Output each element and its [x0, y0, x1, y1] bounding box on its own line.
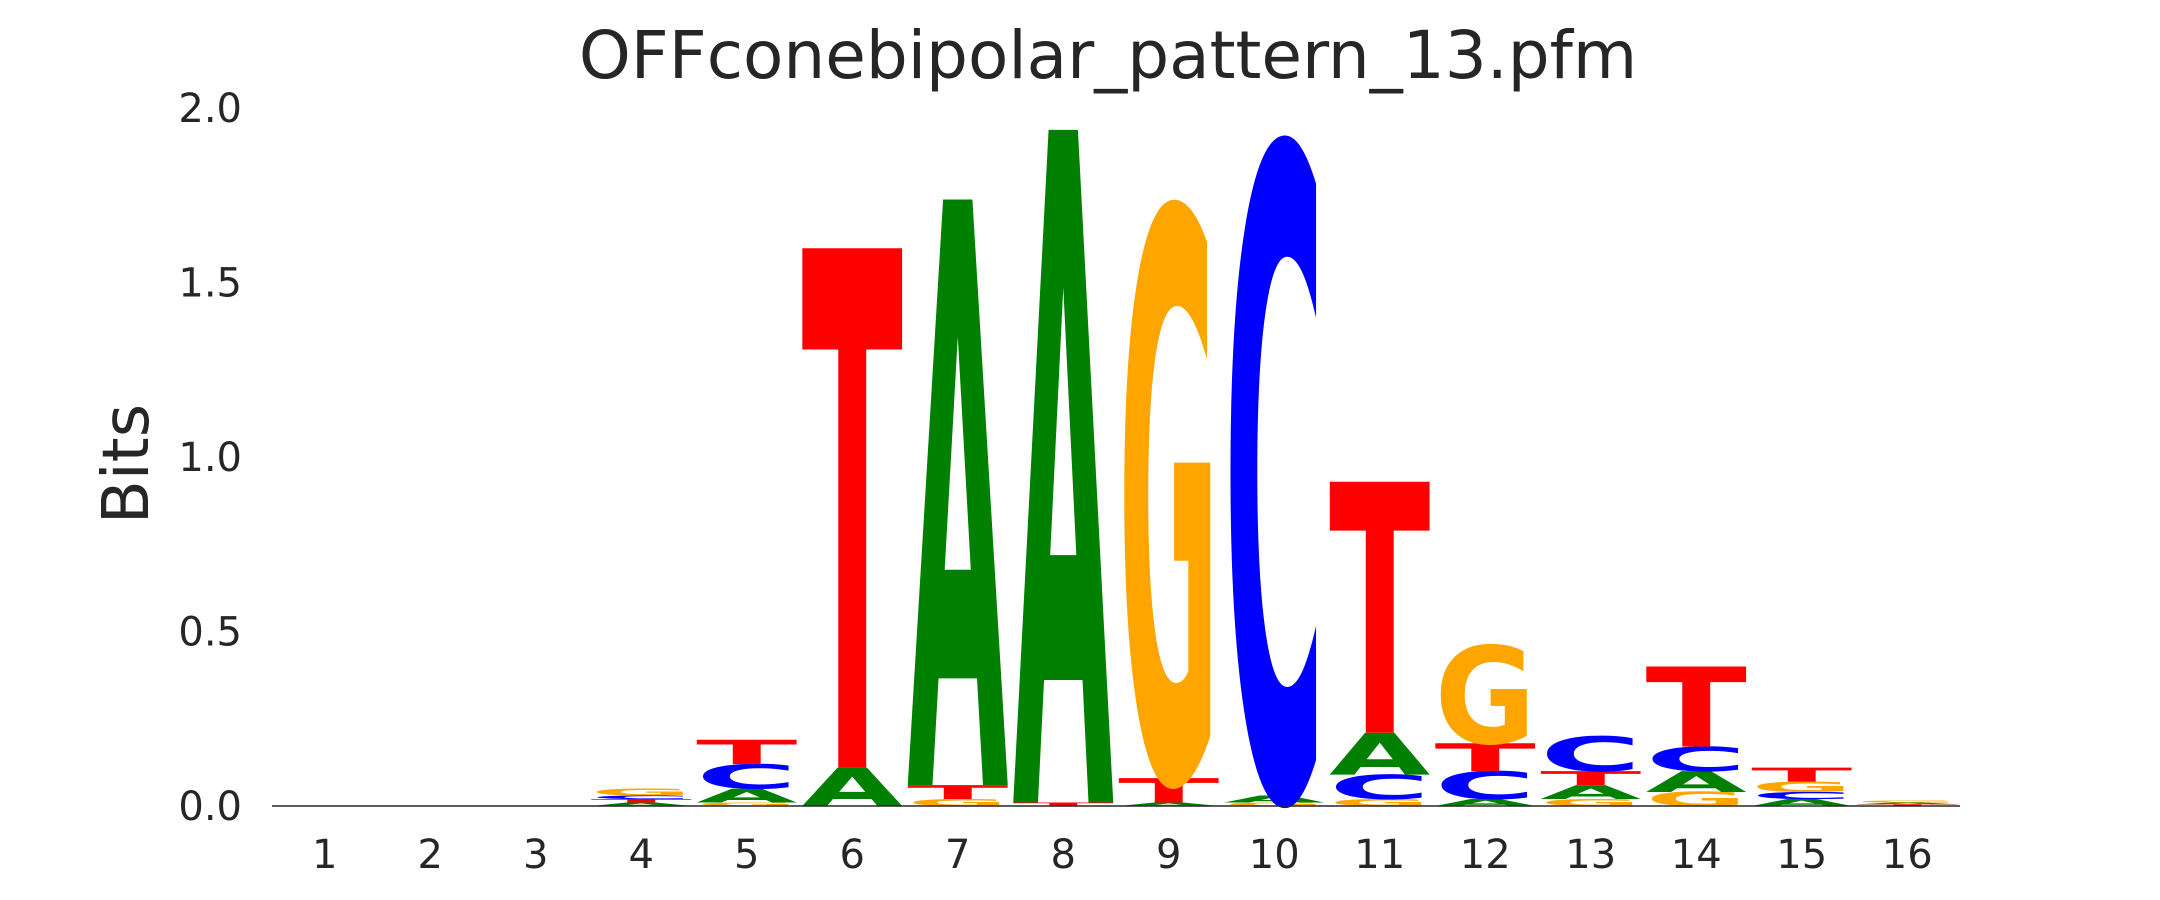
- logo-glyph-C-pos-12: C: [1435, 764, 1536, 809]
- logo-glyph-A-pos-8: A: [1013, 0, 1115, 900]
- logo-glyph-A-pos-6: A: [802, 757, 903, 819]
- logo-glyph-T-pos-7: T: [907, 781, 1008, 803]
- y-axis-ticks: 0.0 0.5 1.0 1.5 2.0: [178, 86, 242, 830]
- logo-glyph-G-pos-14: G: [1646, 788, 1747, 810]
- x-tick-label: 6: [840, 832, 865, 878]
- x-tick-label: 16: [1882, 832, 1933, 878]
- logo-glyph-A-pos-13: A: [1540, 781, 1641, 803]
- logo-glyph-C-pos-11: C: [1329, 768, 1430, 807]
- y-tick-label: 0.0: [178, 784, 242, 830]
- logo-glyph-A-pos-14: A: [1646, 766, 1747, 799]
- logo-glyph-T-pos-5: T: [696, 733, 797, 772]
- logo-glyph-A-pos-4: A: [591, 802, 693, 808]
- logo-glyph-C-pos-14: C: [1646, 740, 1747, 779]
- logo-glyph-G-pos-16: G: [1857, 800, 1958, 803]
- logo-glyph-A-pos-9: A: [1118, 802, 1220, 808]
- logo-glyph-T-pos-13: T: [1540, 767, 1641, 789]
- logo-glyph-G-pos-15: G: [1751, 779, 1852, 796]
- logo-glyph-T-pos-12: T: [1435, 735, 1536, 780]
- x-tick-label: 12: [1460, 832, 1511, 878]
- x-tick-label: 13: [1565, 832, 1616, 878]
- x-tick-label: 15: [1776, 832, 1827, 878]
- x-tick-label: 2: [418, 832, 443, 878]
- logo-glyph-T-pos-11: T: [1329, 413, 1431, 814]
- logo-glyph-G-pos-13: G: [1540, 797, 1641, 808]
- x-tick-label: 11: [1354, 832, 1405, 878]
- logo-glyph-G-pos-7: G: [907, 797, 1008, 808]
- logo-glyph-T-pos-15: T: [1751, 764, 1852, 786]
- x-tick-label: 4: [629, 832, 654, 878]
- logo-glyph-A-pos-15: A: [1751, 797, 1853, 808]
- logo-glyph-T-pos-8: T: [1013, 802, 1115, 808]
- logo-glyph-A-pos-12: A: [1435, 797, 1537, 808]
- logo-glyph-C-pos-5: C: [696, 758, 797, 797]
- x-axis-ticks: 1 2 3 4 5 6 7 8 9 10 11 12 13 14 15 16: [312, 832, 1933, 878]
- x-tick-label: 3: [523, 832, 548, 878]
- logo-glyph-G-pos-11: G: [1329, 797, 1430, 808]
- logo-glyph-G-pos-12: G: [1435, 620, 1536, 775]
- logo-glyph-C-pos-10: C: [1224, 0, 1325, 900]
- x-tick-label: 7: [945, 832, 970, 878]
- y-tick-label: 1.5: [178, 261, 242, 307]
- logo-glyph-A-pos-7: A: [907, 40, 1009, 900]
- logo-glyph-C-pos-13: C: [1540, 727, 1641, 783]
- logo-glyph-T-pos-16: T: [1857, 804, 1959, 807]
- chart-title: OFFconebipolar_pattern_13.pfm: [579, 17, 1637, 94]
- logo-glyph-A-pos-11: A: [1329, 721, 1430, 788]
- x-tick-label: 1: [312, 832, 337, 878]
- logo-glyph-A-pos-16: A: [1857, 802, 1959, 805]
- x-tick-label: 14: [1671, 832, 1722, 878]
- x-tick-label: 9: [1156, 832, 1181, 878]
- logo-glyph-A-pos-5: A: [696, 785, 797, 807]
- y-tick-label: 2.0: [178, 86, 242, 132]
- y-axis-label: Bits: [90, 404, 164, 524]
- logo-glyph-G-pos-5: G: [696, 802, 797, 808]
- logo-glyph-G-pos-9: G: [1118, 55, 1219, 900]
- logo-glyph-C-pos-15: C: [1751, 790, 1852, 801]
- x-tick-label: 10: [1249, 832, 1300, 878]
- logo-glyph-A-pos-10: A: [1224, 794, 1326, 805]
- x-tick-label: 8: [1051, 832, 1076, 878]
- y-tick-label: 1.0: [178, 435, 242, 481]
- logo-glyph-C-pos-4: C: [591, 795, 692, 801]
- logo-glyph-G-pos-4: G: [591, 787, 692, 798]
- logo-glyph-T-pos-6: T: [802, 107, 904, 900]
- logo-glyph-T-pos-4: T: [591, 798, 693, 804]
- logo-glyph-T-pos-9: T: [1118, 772, 1219, 811]
- y-tick-label: 0.5: [178, 610, 242, 656]
- x-tick-label: 5: [734, 832, 759, 878]
- logo-glyph-T-pos-14: T: [1646, 645, 1747, 773]
- logo-glyph-G-pos-10: G: [1224, 802, 1325, 808]
